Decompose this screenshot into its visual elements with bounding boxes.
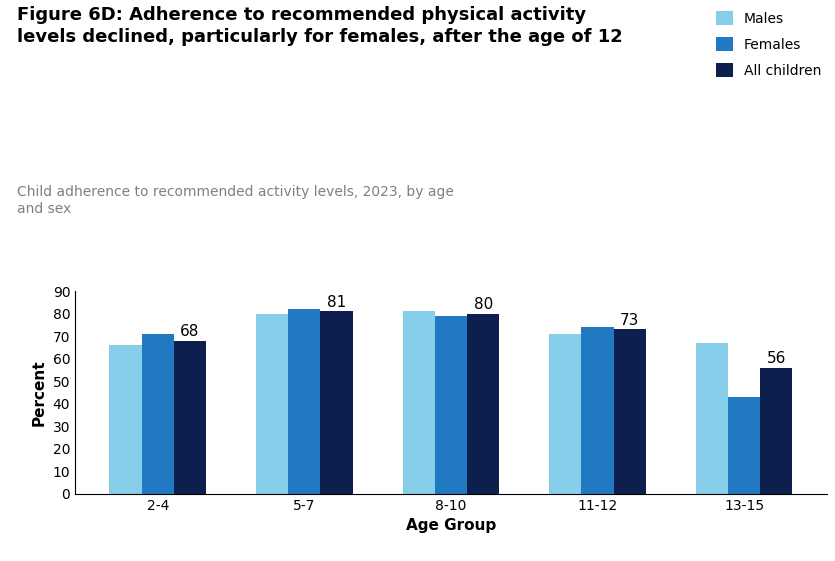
- Text: 80: 80: [473, 297, 493, 312]
- Text: Figure 6D: Adherence to recommended physical activity
levels declined, particula: Figure 6D: Adherence to recommended phys…: [17, 6, 622, 46]
- Bar: [402, 311, 435, 494]
- Y-axis label: Percent: Percent: [32, 359, 47, 426]
- Bar: [109, 345, 142, 494]
- Bar: [174, 341, 206, 494]
- X-axis label: Age Group: Age Group: [406, 518, 496, 533]
- Text: 56: 56: [767, 351, 786, 366]
- Text: 68: 68: [180, 324, 200, 339]
- Bar: [614, 329, 646, 494]
- Bar: [256, 314, 288, 494]
- Text: 81: 81: [327, 295, 347, 310]
- Bar: [728, 397, 760, 494]
- Bar: [435, 316, 467, 494]
- Bar: [288, 309, 321, 494]
- Bar: [467, 314, 499, 494]
- Text: 73: 73: [620, 312, 640, 328]
- Bar: [581, 327, 614, 494]
- Bar: [321, 311, 352, 494]
- Bar: [142, 334, 174, 494]
- Bar: [696, 343, 728, 494]
- Text: Child adherence to recommended activity levels, 2023, by age
and sex: Child adherence to recommended activity …: [17, 185, 453, 217]
- Bar: [760, 367, 792, 494]
- Legend: Males, Females, All children: Males, Females, All children: [711, 6, 827, 84]
- Bar: [549, 334, 581, 494]
